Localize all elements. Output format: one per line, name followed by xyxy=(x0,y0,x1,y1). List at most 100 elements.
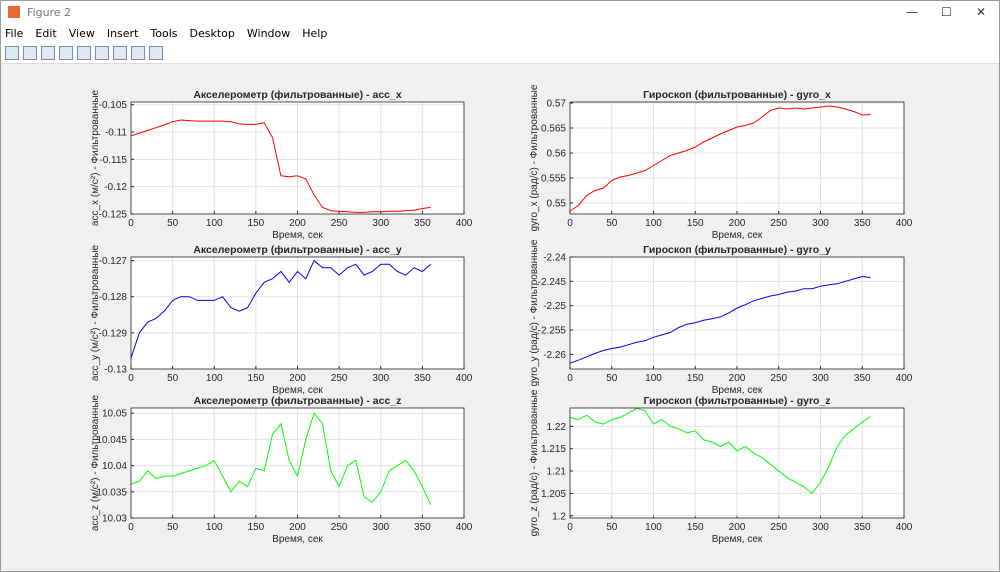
x-tick-label: 250 xyxy=(770,522,787,533)
y-tick-label: 0.55 xyxy=(547,199,567,210)
window-title: Figure 2 xyxy=(27,5,72,19)
x-tick-label: 300 xyxy=(372,373,389,384)
x-tick-label: 350 xyxy=(414,218,431,229)
property-button[interactable] xyxy=(149,46,163,60)
x-tick-label: 300 xyxy=(812,373,829,384)
minimize-button[interactable]: — xyxy=(906,5,918,19)
y-tick-label: 1.2 xyxy=(552,511,566,522)
print-button[interactable] xyxy=(59,46,73,60)
menu-item[interactable]: Window xyxy=(246,26,291,40)
y-tick-label: -2.26 xyxy=(543,350,566,361)
x-tick-label: 50 xyxy=(167,218,179,229)
chart-title: Акселерометр (фильтрованные) - acc_y xyxy=(193,244,402,256)
x-axis-label: Время, сек xyxy=(272,385,323,396)
x-tick-label: 300 xyxy=(372,522,389,533)
x-tick-label: 50 xyxy=(606,218,618,229)
y-axis-label: acc_x (м/с²) - Фильтрованные xyxy=(90,89,101,226)
x-tick-label: 200 xyxy=(729,373,746,384)
y-tick-label: 1.205 xyxy=(541,489,566,500)
menu-item[interactable]: Help xyxy=(302,26,328,40)
x-tick-label: 100 xyxy=(645,218,662,229)
menu-item[interactable]: Insert xyxy=(106,26,139,40)
x-tick-label: 300 xyxy=(372,218,389,229)
axes-box xyxy=(130,256,465,370)
menu-item[interactable]: Tools xyxy=(150,26,178,40)
x-tick-label: 150 xyxy=(248,218,265,229)
menu-bar: File Edit View Insert Tools Desktop Window Help xyxy=(1,23,999,43)
y-tick-label: 1.215 xyxy=(541,444,566,455)
x-tick-label: 350 xyxy=(854,522,871,533)
axes-box xyxy=(569,101,905,215)
x-tick-label: 350 xyxy=(414,373,431,384)
y-tick-label: 10.03 xyxy=(102,514,127,525)
x-tick-label: 50 xyxy=(167,373,179,384)
x-tick-label: 350 xyxy=(414,522,431,533)
y-axis-label: gyro_x (рад/с) - Фильтрованные xyxy=(529,84,540,231)
y-tick-label: -0.105 xyxy=(99,100,128,111)
x-tick-label: 200 xyxy=(289,373,306,384)
y-tick-label: 1.22 xyxy=(547,422,567,433)
link-button[interactable] xyxy=(77,46,91,60)
app-icon xyxy=(8,6,20,18)
data-line xyxy=(569,105,871,212)
y-axis-label: gyro_y (рад/с) - Фильтрованные xyxy=(529,239,540,386)
x-tick-label: 400 xyxy=(896,218,913,229)
x-axis-label: Время, сек xyxy=(712,230,763,241)
pointer-button[interactable] xyxy=(131,46,145,60)
x-tick-label: 250 xyxy=(331,373,348,384)
x-tick-label: 0 xyxy=(128,522,134,533)
maximize-button[interactable]: ☐ xyxy=(941,5,952,19)
x-tick-label: 350 xyxy=(854,218,871,229)
x-tick-label: 50 xyxy=(606,522,618,533)
x-tick-label: 200 xyxy=(289,522,306,533)
y-tick-label: -0.128 xyxy=(99,292,128,303)
y-axis-label: acc_z (м/с²) - Фильтрованные xyxy=(90,394,101,531)
menu-item[interactable]: Edit xyxy=(35,26,57,40)
x-tick-label: 400 xyxy=(456,218,473,229)
chart-title: Гироскоп (фильтрованные) - gyro_z xyxy=(643,395,830,407)
x-tick-label: 0 xyxy=(128,218,134,229)
data-line xyxy=(130,412,432,506)
x-axis-label: Время, сек xyxy=(272,534,323,545)
y-tick-label: -2.255 xyxy=(538,326,567,337)
toolbar xyxy=(1,43,999,64)
y-tick-label: -0.13 xyxy=(104,365,127,376)
colorbar-button[interactable] xyxy=(95,46,109,60)
axes-box xyxy=(130,101,465,215)
x-tick-label: 200 xyxy=(729,218,746,229)
x-tick-label: 200 xyxy=(289,218,306,229)
y-tick-label: 10.05 xyxy=(102,409,127,420)
y-tick-label: 10.035 xyxy=(96,487,127,498)
data-line xyxy=(130,259,432,359)
data-line xyxy=(569,407,871,495)
x-tick-label: 0 xyxy=(567,373,573,384)
y-tick-label: 0.555 xyxy=(541,174,566,185)
data-line xyxy=(130,119,431,213)
axes-box xyxy=(130,407,465,519)
y-tick-label: -0.129 xyxy=(99,328,128,339)
y-tick-label: -2.25 xyxy=(543,301,566,312)
axes-box xyxy=(569,256,905,370)
y-tick-label: 10.045 xyxy=(96,435,127,446)
menu-item[interactable]: Desktop xyxy=(189,26,235,40)
data-line xyxy=(569,275,871,364)
x-axis-label: Время, сек xyxy=(712,385,763,396)
x-tick-label: 400 xyxy=(896,522,913,533)
x-tick-label: 150 xyxy=(248,522,265,533)
x-tick-label: 0 xyxy=(128,373,134,384)
open-button[interactable] xyxy=(23,46,37,60)
save-button[interactable] xyxy=(41,46,55,60)
menu-item[interactable]: View xyxy=(68,26,95,40)
close-button[interactable]: ✕ xyxy=(976,5,987,19)
menu-item[interactable]: File xyxy=(5,26,24,40)
x-tick-label: 150 xyxy=(687,373,704,384)
y-tick-label: 1.21 xyxy=(547,467,567,478)
x-tick-label: 150 xyxy=(687,522,704,533)
x-tick-label: 350 xyxy=(854,373,871,384)
x-tick-label: 400 xyxy=(456,373,473,384)
y-tick-label: -0.12 xyxy=(104,182,127,193)
y-axis-label: gyro_z (рад/с) - Фильтрованные xyxy=(529,389,540,536)
chart-title: Гироскоп (фильтрованные) - gyro_x xyxy=(643,89,831,101)
legend-button[interactable] xyxy=(113,46,127,60)
new-button[interactable] xyxy=(5,46,19,60)
